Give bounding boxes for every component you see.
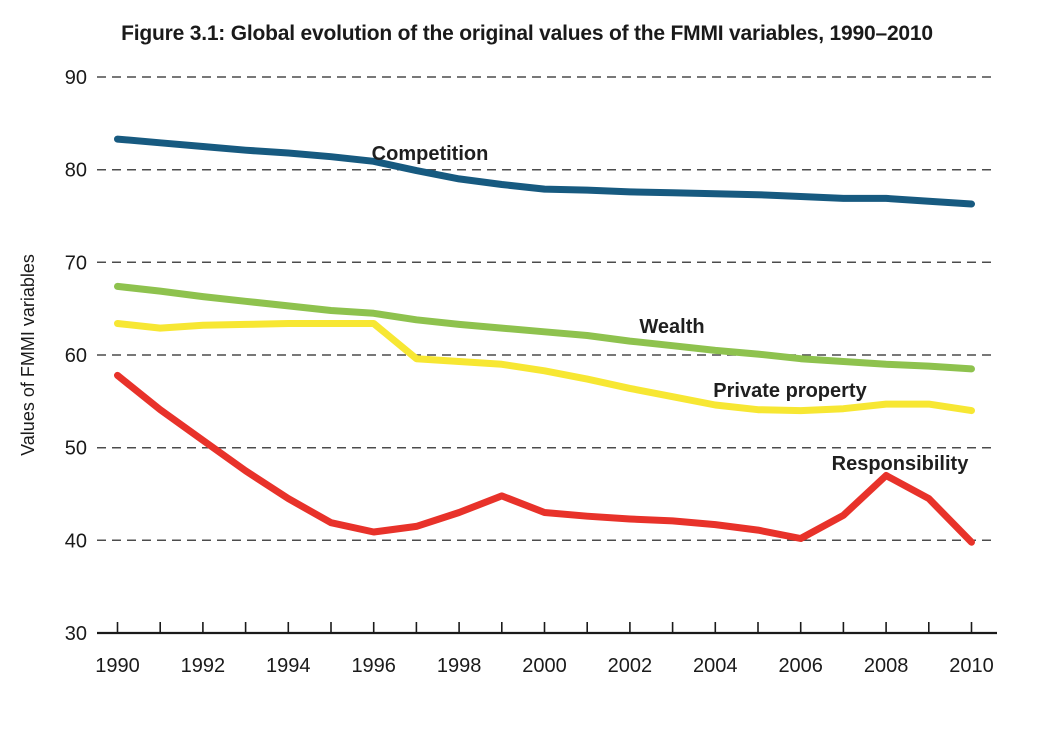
x-tick-label-2004: 2004 <box>693 655 738 677</box>
series-label-responsibility: Responsibility <box>832 453 970 475</box>
x-tick-label-2002: 2002 <box>608 655 653 677</box>
x-tick-label-1998: 1998 <box>437 655 482 677</box>
series-label-competition: Competition <box>372 143 489 165</box>
x-tick-label-1990: 1990 <box>95 655 140 677</box>
y-axis-title: Values of FMMI variables <box>18 254 38 456</box>
y-tick-label-60: 60 <box>65 345 87 367</box>
chart-layer: 30 40 50 60 70 80 90 1990 1992 1994 1996 1998 2000 20… <box>65 67 997 677</box>
series-label-wealth: Wealth <box>639 316 704 338</box>
y-tick-label-90: 90 <box>65 67 87 89</box>
series-label-private-property: Private property <box>713 380 867 402</box>
y-tick-label-80: 80 <box>65 160 87 182</box>
series-line-private-property <box>114 320 975 415</box>
series-line-wealth <box>114 282 975 373</box>
y-tick-label-30: 30 <box>65 623 87 645</box>
x-tick-label-1992: 1992 <box>181 655 226 677</box>
x-tick-label-1996: 1996 <box>351 655 396 677</box>
series-line-competition <box>114 135 975 208</box>
y-tick-label-40: 40 <box>65 530 87 552</box>
x-tick-label-1994: 1994 <box>266 655 311 677</box>
y-tick-label-70: 70 <box>65 252 87 274</box>
series-line-responsibility <box>114 371 975 546</box>
figure-title: Figure 3.1: Global evolution of the orig… <box>121 22 933 45</box>
x-tick-label-2010: 2010 <box>949 655 994 677</box>
y-tick-label-50: 50 <box>65 438 87 460</box>
x-tick-label-2008: 2008 <box>864 655 909 677</box>
x-tick-label-2006: 2006 <box>778 655 823 677</box>
x-tick-label-2000: 2000 <box>522 655 567 677</box>
